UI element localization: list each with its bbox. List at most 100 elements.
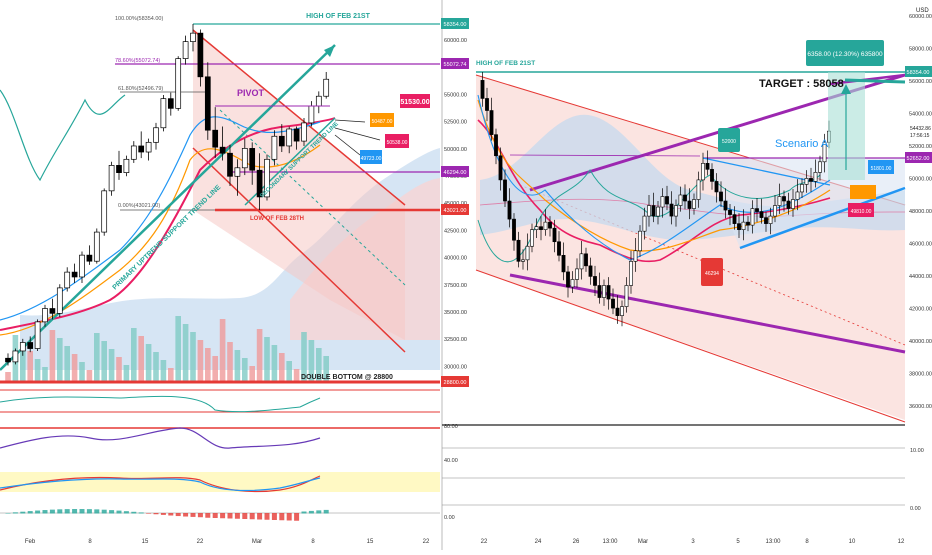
tag-left-43021-text: 43021.00: [444, 208, 467, 214]
left-candle: [264, 158, 270, 198]
left-candle: [212, 129, 219, 148]
left-candle: [116, 165, 122, 173]
left-volume-bar: [153, 352, 159, 382]
tag-left-786: [441, 58, 469, 69]
l-osc-40: 40.00: [444, 458, 458, 464]
right-candle: [764, 217, 768, 224]
left-candle: [278, 135, 285, 147]
macd-bar: [5, 513, 11, 514]
target-arrowhead: [841, 84, 851, 94]
left-volume-bar: [323, 356, 329, 382]
right-candle: [746, 221, 750, 226]
macd-bar: [220, 513, 226, 519]
left-candle: [227, 152, 233, 177]
fib100-label: 100.00%(58354.00): [115, 16, 163, 22]
left-y-tick: 32500.00: [444, 337, 467, 343]
macd-bar: [27, 511, 33, 514]
right-candle: [638, 230, 642, 252]
left-candle: [241, 148, 248, 169]
osc3-line-b: [0, 477, 321, 492]
right-x-tick: 22: [481, 539, 488, 545]
mini-right-1: [868, 160, 894, 174]
left-candles: [5, 24, 330, 366]
right-x-tick: 3: [691, 539, 695, 545]
macd-bar: [72, 509, 78, 514]
right-lagging: [477, 169, 821, 263]
right-y-tick: 38000.00: [909, 372, 932, 378]
macd-bar: [86, 509, 92, 514]
l-osc-80: 80.00: [444, 424, 458, 430]
left-volume-bar: [227, 342, 233, 382]
left-volume-bar: [242, 358, 248, 382]
left-volume-bar: [116, 357, 122, 382]
left-y-tick: 55000.00: [444, 92, 467, 98]
macd-bar: [146, 513, 152, 514]
osc1-line: [0, 395, 321, 413]
triangle-bottom: [739, 186, 906, 250]
left-macd-bars: [5, 509, 329, 521]
right-candle: [584, 253, 588, 267]
right-candle: [755, 208, 759, 212]
macd-bar: [197, 513, 203, 518]
mini-box-3: [360, 150, 382, 164]
right-candle: [570, 279, 575, 288]
right-candle: [588, 265, 593, 277]
left-candle: [101, 190, 108, 233]
left-candle: [182, 41, 189, 59]
macd-bar: [35, 510, 41, 514]
left-candle: [301, 122, 307, 142]
right-candle: [809, 178, 813, 182]
left-candle: [5, 357, 11, 363]
tag-left-current-text: 51530.00: [400, 99, 429, 106]
right-candle: [489, 110, 494, 135]
double-bottom-label: DOUBLE BOTTOM @ 28800: [301, 374, 393, 381]
left-x-tick: Mar: [252, 539, 262, 545]
right-x-tick: 26: [573, 539, 580, 545]
left-candle: [175, 58, 182, 109]
left-volume-bar: [79, 362, 85, 382]
right-candle: [795, 191, 800, 200]
left-candle: [27, 342, 34, 349]
right-candle: [678, 194, 683, 206]
right-y-tick: 60000.00: [909, 14, 932, 20]
right-candle: [822, 141, 827, 163]
macd-bar: [271, 513, 277, 520]
right-orange: [477, 99, 831, 252]
left-volume-bar: [190, 332, 196, 382]
left-volume-bar: [197, 340, 204, 382]
left-volume-bar: [271, 345, 278, 382]
macd-bar: [227, 513, 233, 519]
right-y-tick: 58000.00: [909, 47, 932, 53]
macd-bar: [175, 513, 181, 517]
primary-trend-label: PRIMARY UPTREND SUPPORT TREND LINE: [112, 184, 223, 292]
right-candle: [674, 205, 678, 217]
left-candle: [234, 167, 241, 177]
left-volume-bar: [279, 353, 285, 382]
tag-left-43021: [441, 204, 469, 215]
right-candle: [534, 226, 539, 230]
label-52652-text: 52000: [722, 139, 736, 145]
left-x-tick: 22: [197, 539, 204, 545]
right-x-tick: 13:00: [602, 539, 618, 545]
right-candle: [791, 199, 795, 209]
r-osc-0: 0.00: [910, 506, 921, 512]
left-candle: [286, 128, 293, 147]
right-ema: [477, 119, 831, 263]
left-x-tick: 22: [423, 539, 430, 545]
right-candle: [503, 179, 507, 202]
left-volume-bar: [286, 361, 292, 382]
triangle-top: [702, 157, 831, 186]
scenario-teal: [844, 78, 906, 84]
right-y-tick: 54000.00: [909, 112, 932, 118]
right-candle: [620, 306, 624, 316]
right-candle: [782, 196, 786, 202]
l-osc-0: 0.00: [444, 515, 455, 521]
left-candle: [167, 98, 174, 109]
osc2-line: [0, 427, 321, 449]
arrow-2: [334, 127, 381, 141]
measure-label: 6358.00 (12.30%) 635800: [807, 51, 883, 58]
right-candle: [741, 221, 746, 230]
right-candle: [485, 98, 489, 111]
right-y-tick: 56000.00: [909, 79, 932, 85]
right-high-label: HIGH OF FEB 21ST: [476, 60, 535, 67]
